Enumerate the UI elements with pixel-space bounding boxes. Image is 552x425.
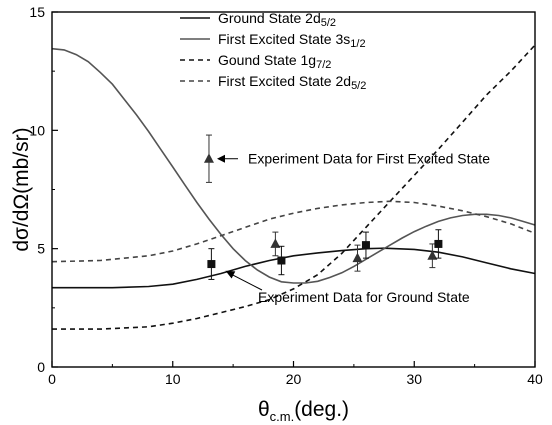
- legend-entry-main: First Excited State 3s: [218, 31, 350, 47]
- triangle-data-point: [427, 250, 438, 260]
- x-axis-label-tail: (deg.): [294, 398, 349, 421]
- legend-entry-sub: 5/2: [351, 80, 366, 92]
- triangle-data-point: [352, 252, 363, 263]
- triangle-data-point: [270, 238, 281, 248]
- x-tick-label: 20: [286, 371, 302, 387]
- series-line-2: [51, 47, 536, 284]
- y-tick-label: 15: [29, 4, 45, 20]
- legend-entry-main: First Excited State 2d: [218, 73, 351, 89]
- x-tick-label: 30: [406, 371, 422, 387]
- x-axis-label-sub: c.m.: [270, 409, 295, 424]
- x-axis-label-main: θ: [258, 398, 270, 421]
- legend-entry-sub: 7/2: [316, 59, 331, 71]
- series-line-3: [52, 44, 536, 330]
- series-line-4: [51, 200, 536, 263]
- annotation-ground-state: Experiment Data for Ground State: [258, 289, 470, 305]
- legend-entry-3: Gound State 1g7/2: [218, 52, 331, 71]
- square-data-point: [277, 256, 286, 265]
- legend-entry-2: First Excited State 3s1/2: [218, 31, 366, 50]
- annotation-first-excited: Experiment Data for First Excited State: [248, 151, 490, 167]
- experiment-layer: [203, 134, 443, 280]
- y-tick-label: 10: [29, 122, 45, 138]
- legend-entry-1: Ground State 2d5/2: [218, 10, 336, 29]
- square-data-point: [207, 260, 216, 269]
- x-tick-label: 10: [165, 371, 181, 387]
- y-axis-label: dσ/dΩ(mb/sr): [10, 127, 33, 251]
- axis-ticks: 0 10 20 30 40 0 5 10 15: [29, 4, 543, 387]
- annotation-arrow-shaft: [230, 273, 263, 291]
- y-tick-label: 5: [37, 241, 45, 257]
- x-tick-label: 40: [527, 371, 543, 387]
- legend-entry-sub: 1/2: [350, 38, 365, 50]
- annotation-arrow-head: [217, 154, 226, 163]
- annotation-arrow-head: [225, 270, 236, 279]
- curves-layer: [51, 44, 536, 330]
- legend-entry-4: First Excited State 2d5/2: [218, 73, 366, 92]
- x-axis-label: θc.m.(deg.): [258, 398, 349, 424]
- square-data-point: [361, 241, 370, 250]
- annotations-layer: Experiment Data for First Excited State E…: [217, 151, 490, 305]
- series-line-1: [52, 247, 536, 289]
- legend-entry-main: Gound State 1g: [218, 52, 316, 68]
- y-tick-label: 0: [37, 359, 45, 375]
- legend-entry-sub: 5/2: [321, 17, 336, 29]
- triangle-data-point: [203, 153, 214, 163]
- x-tick-label: 0: [48, 371, 56, 387]
- square-data-point: [434, 239, 443, 248]
- legend-entry-main: Ground State 2d: [218, 10, 321, 26]
